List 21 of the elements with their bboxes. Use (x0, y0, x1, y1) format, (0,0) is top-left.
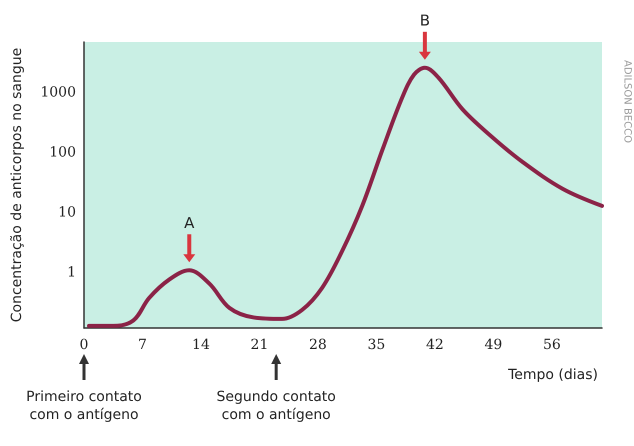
y-tick-label: 100 (49, 144, 76, 161)
y-axis-title: Concentração de anticorpos no sangue (9, 48, 25, 322)
x-tick-label: 0 (80, 337, 88, 353)
annotation: B (420, 11, 430, 30)
text: Primeiro contato com o antígeno (26, 389, 142, 423)
x-tick-label: 42 (426, 337, 444, 353)
y-tick-label: 10 (58, 204, 76, 221)
text: ADILSON BECCO (622, 60, 632, 144)
x-tick-label: 7 (138, 337, 147, 353)
x-tick-label: 14 (192, 337, 210, 353)
x-tick-label: 35 (368, 337, 386, 353)
x-axis-title: Tempo (dias) (507, 367, 598, 383)
x-tick-label: 56 (542, 337, 561, 353)
x-tick-label: 28 (309, 337, 327, 353)
y-tick-label: 1000 (40, 84, 76, 101)
y-tick-label: 1 (67, 264, 76, 281)
line-series (87, 66, 604, 328)
x-tick-label: 49 (484, 337, 502, 353)
annotation: A (184, 214, 196, 232)
text: Segundo contato com o antígeno (216, 389, 336, 423)
x-tick-label: 21 (250, 337, 268, 353)
